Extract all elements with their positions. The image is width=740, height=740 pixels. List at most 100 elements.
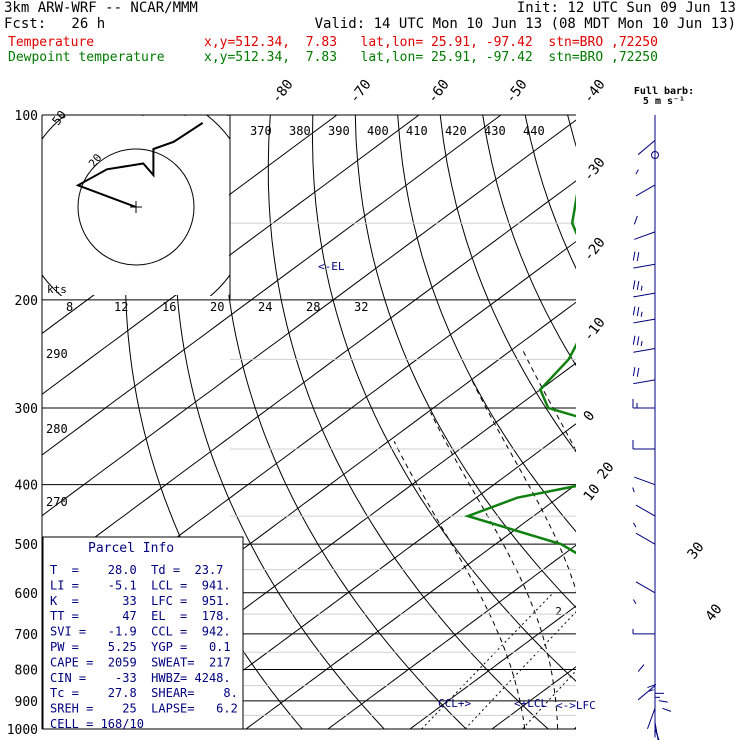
wind-barb <box>632 398 655 409</box>
wind-barb-flag <box>632 306 636 316</box>
hodograph-ring <box>77 148 195 266</box>
dewpoint-profile <box>463 193 576 555</box>
init-time: Init: 12 UTC Sun 09 Jun 13 <box>516 0 736 16</box>
isotherm-line <box>42 115 420 395</box>
wind-barb-flag <box>637 664 645 672</box>
dry-adiabat-line <box>267 115 549 729</box>
isotherm-label--10: -10 <box>581 315 609 345</box>
dewpoint-legend-info: x,y=512.34, 7.83 lat,lon= 25.91, -97.42 … <box>204 50 658 65</box>
pressure-label-100: 100 <box>15 109 38 124</box>
wind-barb-flag <box>647 683 657 689</box>
isotherm-line <box>245 484 576 729</box>
wind-barb-flag <box>636 367 640 377</box>
wind-barb-half-flag <box>635 169 639 175</box>
wind-barb-flag <box>662 707 672 712</box>
pressure-label-500: 500 <box>15 538 38 553</box>
el-marker: <-EL <box>318 260 345 273</box>
isotherm-line <box>491 666 576 729</box>
dry-adiabat-line <box>354 115 576 609</box>
lcl-marker: <+LCL <box>514 697 547 710</box>
wind-barb <box>633 581 656 605</box>
moist-adiabat-line <box>393 441 526 729</box>
isotherm-label--30: -30 <box>581 155 609 185</box>
mixing-ratio-top-label-20: 20 <box>210 300 224 314</box>
wind-barb-half-flag <box>633 599 637 605</box>
wind-barb-staff <box>633 347 656 353</box>
temperature-legend-info: x,y=512.34, 7.83 lat,lon= 25.91, -97.42 … <box>204 35 658 50</box>
wind-barb <box>632 251 656 269</box>
dry-adiabat-line <box>653 115 740 740</box>
parcel-info-row: LI = -5.1 LCL = 941. <box>50 578 231 592</box>
wind-barb <box>647 683 657 730</box>
wind-barb-staff <box>647 708 656 730</box>
wind-barb-half-flag <box>633 522 637 528</box>
parcel-info-title: Parcel Info <box>88 541 174 556</box>
calm-wind-marker <box>651 151 659 159</box>
moist-adiabats <box>393 300 740 729</box>
mixing-ratio-top-label-8: 8 <box>66 300 73 314</box>
parcel-info-row: SVI = -1.9 CCL = 942. <box>50 625 231 639</box>
wind-barb-flag <box>632 335 636 345</box>
pressure-label-600: 600 <box>15 587 38 602</box>
mixing-ratio-top-label-16: 16 <box>162 300 176 314</box>
parcel-info-panel: Parcel Info T = 28.0 Td = 23.7LI = -5.1 L… <box>42 536 244 731</box>
forecast-hour: Fcst: 26 h <box>4 16 106 32</box>
wind-barb <box>632 628 655 635</box>
wind-barb-flag <box>658 700 668 703</box>
parcel-info-row: Tc = 27.8 SHEAR= 8. <box>50 686 238 700</box>
parcel-info-row: CELL = 168/10 <box>50 717 144 731</box>
wind-barb-half-flag <box>640 341 643 347</box>
ccl-marker: CCL+> <box>438 697 471 710</box>
moist-adiabat-line <box>430 412 559 729</box>
wind-barb-flag <box>636 252 640 262</box>
wind-barb <box>633 504 656 528</box>
wind-barb-staff <box>654 722 659 740</box>
mixing-ratio-line <box>578 593 701 729</box>
pressure-label-400: 400 <box>15 479 38 494</box>
wind-barb-flag <box>636 307 640 317</box>
mixing-ratio-label-2: 2 <box>555 605 562 618</box>
theta-label-410: 410 <box>406 124 428 138</box>
isotherm-label-0: 0 <box>581 408 599 424</box>
dry-adiabat-line <box>524 115 576 270</box>
model-title: 3km ARW-WRF -- NCAR/MMM <box>4 0 198 16</box>
wind-barb-staff <box>633 292 656 298</box>
dry-adiabat-line <box>695 115 740 740</box>
moist-adiabat-line <box>722 300 740 729</box>
wind-barb-half-flag <box>640 311 643 317</box>
parcel-info-row: CAPE = 2059 SWEAT= 217 <box>50 655 231 669</box>
mixing-ratio-label-3: 3 <box>596 605 603 618</box>
wind-barb-staff <box>637 685 656 701</box>
isotherm-label-30: 30 <box>685 539 708 562</box>
isotherm-line <box>656 115 740 729</box>
moist-adiabat-line <box>471 379 576 593</box>
wind-barb-staff <box>635 581 656 594</box>
wind-barb <box>632 367 656 385</box>
wind-barb-half-flag <box>648 689 654 692</box>
valid-time: Valid: 14 UTC Mon 10 Jun 13 (08 MDT Mon … <box>314 16 736 32</box>
wind-barb-flag <box>632 251 636 261</box>
sounding-profiles <box>463 193 576 555</box>
theta-label-270: 270 <box>46 495 68 509</box>
dry-adiabat-line <box>567 115 576 148</box>
dewpoint-legend-label: Dewpoint temperature <box>8 50 165 65</box>
mixing-ratio-label-5: 5 <box>651 605 658 618</box>
parcel-info-row: CIN = -33 HWBZ= 4248. <box>50 671 231 685</box>
wind-barb-staff <box>654 728 660 740</box>
mixing-ratio-top-label-12: 12 <box>114 300 128 314</box>
mixing-ratio-top-label-32: 32 <box>354 300 368 314</box>
wind-barb-half-flag <box>640 285 643 291</box>
wind-barb <box>637 140 656 155</box>
isotherm-label-40: 40 <box>703 601 726 624</box>
wind-barb-staff <box>633 379 656 385</box>
wind-barb <box>654 707 672 740</box>
pressure-label-1000: 1000 <box>7 723 38 738</box>
parcel-info-row: SREH = 25 LAPSE= 6.2 <box>50 702 238 716</box>
wind-barb-staff <box>635 184 656 197</box>
parcel-info-background <box>42 536 244 730</box>
wind-barb <box>654 700 668 740</box>
wind-barb-staff <box>634 231 656 240</box>
dry-adiabat-line <box>610 115 740 740</box>
lfc-marker: <->LFC <box>556 699 596 712</box>
